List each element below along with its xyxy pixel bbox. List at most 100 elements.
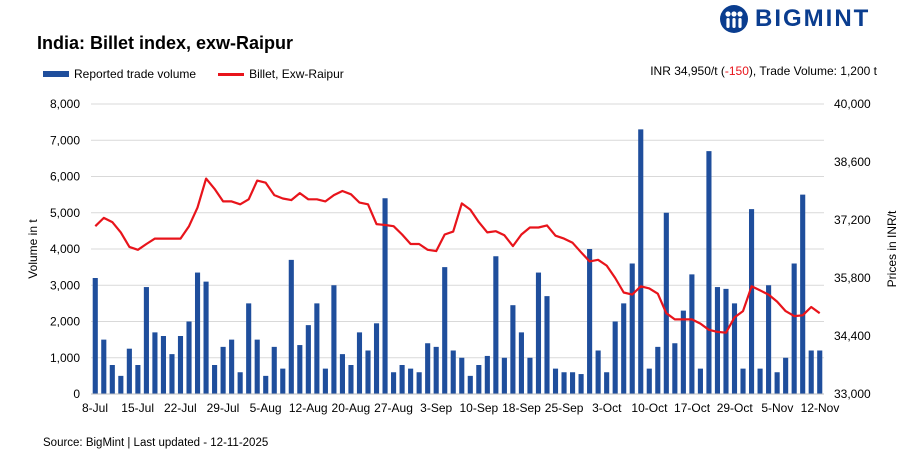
volume-bar <box>689 274 695 394</box>
volume-bar <box>621 303 627 394</box>
y2-tick-label: 35,800 <box>834 271 871 285</box>
y2-tick-label: 34,400 <box>834 329 871 343</box>
volume-bar <box>612 321 618 394</box>
x-tick-label: 12-Aug <box>289 401 328 415</box>
volume-bar <box>570 372 576 394</box>
volume-bar <box>672 343 678 394</box>
price-line <box>94 177 821 334</box>
volume-bar <box>143 287 149 394</box>
volume-bar <box>177 336 184 394</box>
summary-prefix: INR 34,950/t ( <box>650 64 725 78</box>
volume-bar <box>373 323 380 394</box>
y-tick-label: 5,000 <box>50 206 80 220</box>
x-tick-label: 22-Jul <box>164 401 197 415</box>
x-tick-label: 12-Nov <box>801 401 840 415</box>
y-tick-label: 6,000 <box>50 170 80 184</box>
volume-bar <box>535 272 542 394</box>
volume-bar <box>314 303 320 394</box>
volume-bar <box>416 372 422 394</box>
x-tick-label: 29-Oct <box>717 401 754 415</box>
x-tick-label: 3-Oct <box>592 401 622 415</box>
y-tick-label: 8,000 <box>50 97 80 111</box>
volume-bar <box>408 368 414 394</box>
volume-bar <box>510 305 516 394</box>
volume-bar <box>322 368 328 394</box>
y2-axis-title: Prices in INR/t <box>885 210 899 287</box>
volume-bar <box>246 303 252 394</box>
volume-bar <box>791 263 797 394</box>
x-tick-label: 3-Sep <box>420 401 452 415</box>
y-tick-label: 1,000 <box>50 351 80 365</box>
x-tick-label: 18-Sep <box>502 401 541 415</box>
volume-bar <box>731 303 738 394</box>
legend-volume-label: Reported trade volume <box>74 67 197 81</box>
volume-bar <box>365 350 371 394</box>
volume-bar <box>152 332 158 394</box>
volume-bar <box>476 365 482 394</box>
volume-bar <box>595 350 601 394</box>
volume-bar <box>714 287 721 394</box>
volume-bar <box>817 350 823 394</box>
volume-bar <box>493 256 499 394</box>
y2-tick-label: 33,000 <box>834 387 871 401</box>
volume-bar <box>135 365 141 394</box>
volume-bar <box>220 346 226 394</box>
volume-bar <box>578 374 584 394</box>
volume-bar <box>450 350 456 394</box>
y-tick-label: 0 <box>73 387 80 401</box>
volume-bar <box>527 357 533 394</box>
volume-bar <box>604 372 610 394</box>
volume-bar <box>501 357 507 394</box>
volume-bar <box>629 263 635 394</box>
y2-tick-label: 38,600 <box>834 155 871 169</box>
price-summary: INR 34,950/t (-150), Trade Volume: 1,200… <box>650 64 877 78</box>
x-tick-label: 25-Sep <box>545 401 584 415</box>
volume-bar <box>126 348 132 394</box>
volume-bar <box>271 346 277 394</box>
volume-bar <box>757 368 763 394</box>
volume-bar <box>425 343 431 394</box>
volume-bar <box>783 357 789 394</box>
x-tick-label: 27-Aug <box>374 401 413 415</box>
volume-bar <box>229 339 235 394</box>
volume-bar <box>587 249 593 394</box>
volume-bar <box>305 325 311 394</box>
x-tick-label: 17-Oct <box>674 401 711 415</box>
chart-legend: Reported trade volume Billet, Exw-Raipur <box>43 67 344 81</box>
volume-bar <box>169 354 175 394</box>
volume-bar <box>544 296 550 394</box>
volume-bar <box>748 209 755 394</box>
summary-change: -150 <box>724 64 749 78</box>
legend-price-label: Billet, Exw-Raipur <box>249 67 344 81</box>
x-tick-label: 15-Jul <box>121 401 154 415</box>
x-tick-label: 5-Nov <box>761 401 793 415</box>
volume-bar <box>766 285 772 394</box>
legend-bar-swatch <box>43 71 69 77</box>
x-tick-label: 8-Jul <box>82 401 108 415</box>
volume-bar <box>740 368 746 394</box>
volume-bar <box>638 129 644 394</box>
volume-bar <box>697 368 703 394</box>
x-tick-label: 5-Aug <box>250 401 282 415</box>
brand-logo: BIGMINT <box>719 4 870 34</box>
volume-bar <box>101 339 107 394</box>
volume-bar <box>288 259 294 394</box>
volume-bar <box>442 267 448 394</box>
y-tick-label: 3,000 <box>50 278 80 292</box>
volume-bar <box>254 339 260 394</box>
volume-bar <box>680 310 686 394</box>
volume-bar <box>484 355 490 394</box>
volume-bar <box>297 345 303 394</box>
y-tick-label: 2,000 <box>50 315 80 329</box>
bigmint-logo-icon <box>720 5 748 33</box>
volume-bar <box>356 332 363 394</box>
y2-tick-label: 40,000 <box>834 97 871 111</box>
x-tick-label: 10-Oct <box>631 401 668 415</box>
volume-bar <box>382 198 388 394</box>
source-note: Source: BigMint | Last updated - 12-11-2… <box>43 437 269 449</box>
volume-bar <box>339 354 345 394</box>
volume-bar <box>348 365 354 394</box>
volume-bar <box>800 194 806 394</box>
volume-bar <box>263 375 269 394</box>
